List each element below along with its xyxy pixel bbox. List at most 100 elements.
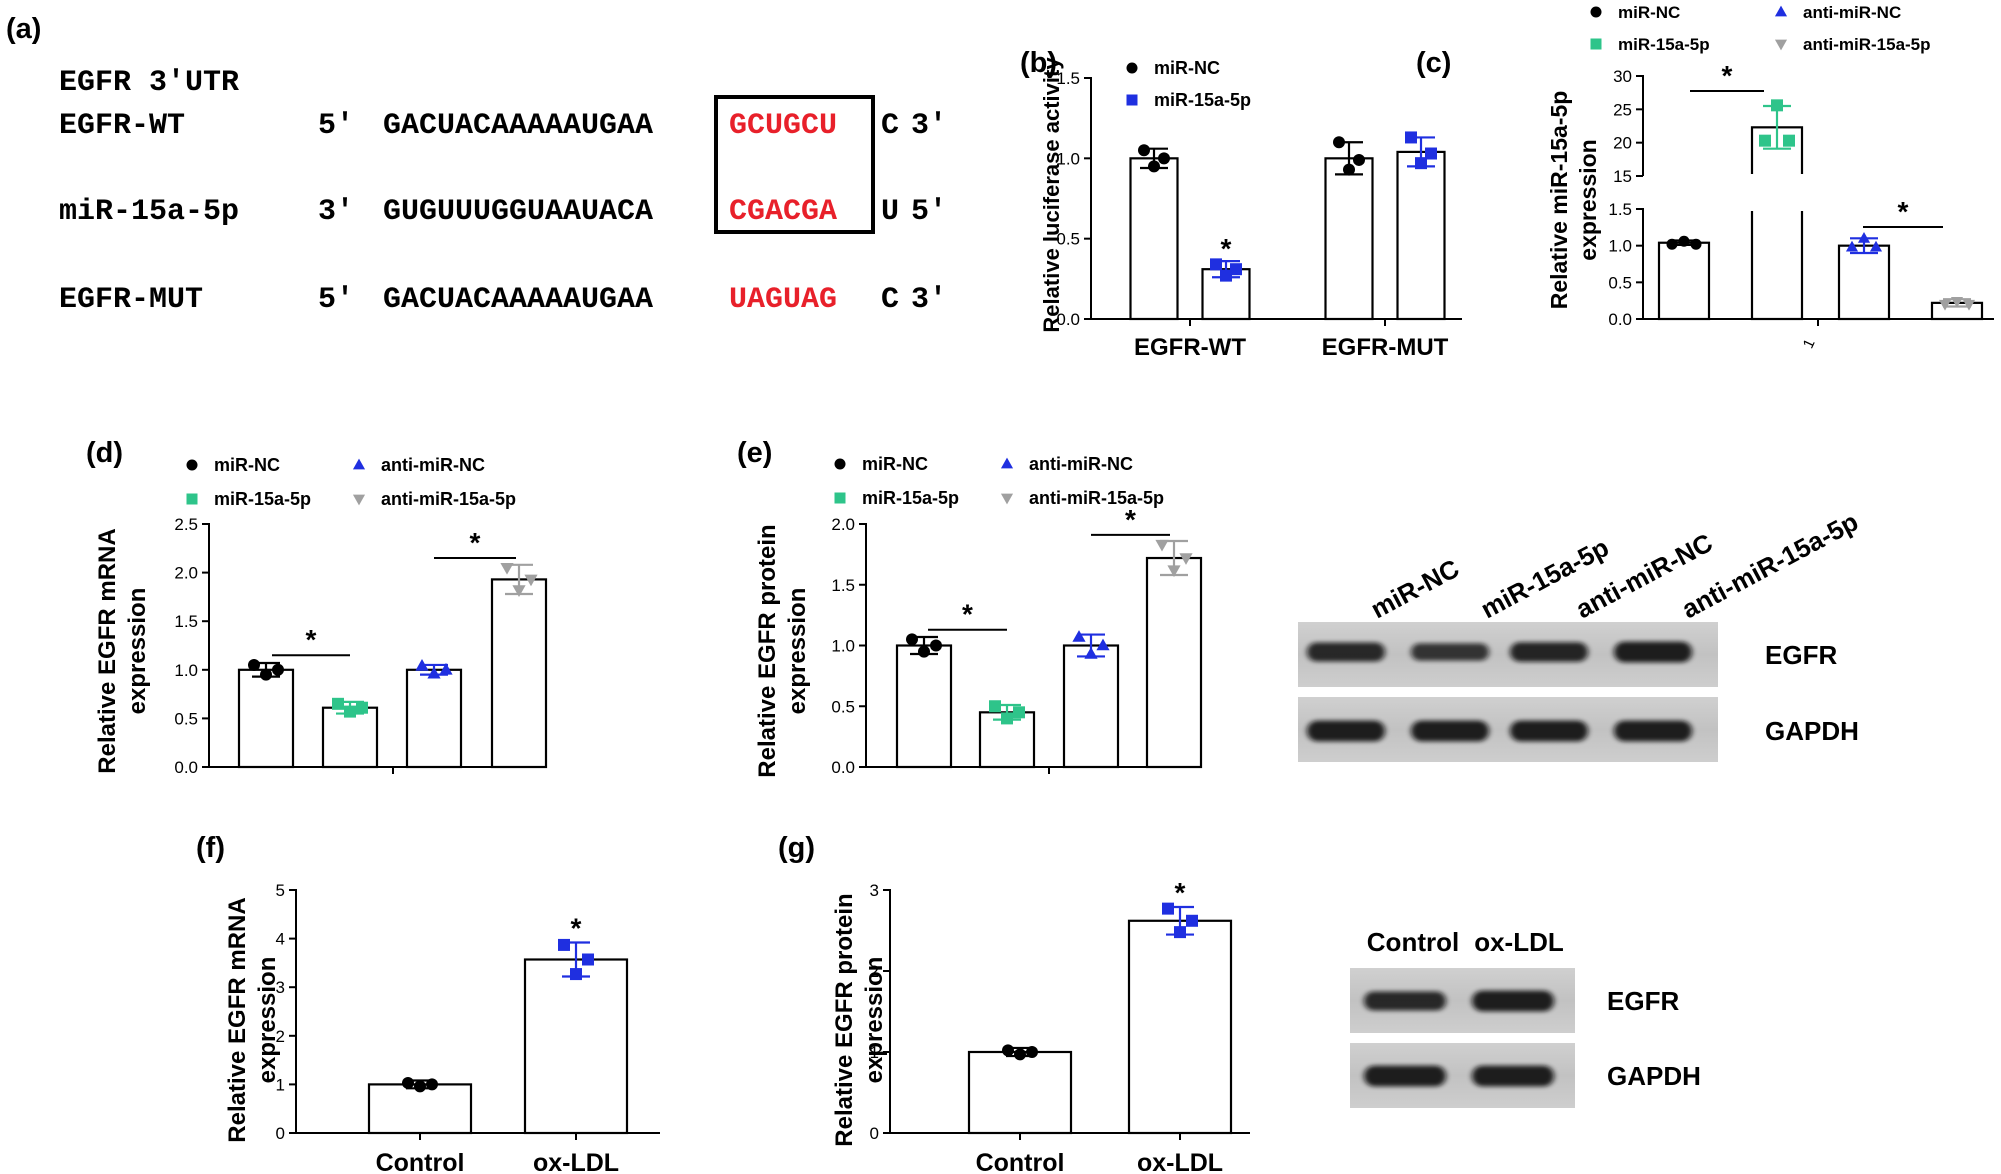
blot-band bbox=[1510, 720, 1588, 742]
charts-layer: 0.0 0.5 1.0 1.5 * EGFR-WT EGFR-MUT Relative luc… bbox=[94, 3, 1994, 1174]
western-blot-g: Control ox-LDL EGFR GAPDH bbox=[1350, 927, 1701, 1108]
data-point bbox=[1783, 134, 1795, 147]
seq-row-end3: 3' bbox=[911, 283, 947, 317]
seq-row-end5: 5' bbox=[318, 109, 354, 143]
panel-label-c: (c) bbox=[1416, 47, 1451, 79]
legend-label: miR-15a-5p bbox=[214, 489, 311, 509]
legend-label: anti-miR-NC bbox=[1803, 3, 1901, 22]
bar bbox=[405, 668, 463, 769]
data-point bbox=[1343, 163, 1355, 176]
blot-band bbox=[1411, 643, 1489, 661]
bar bbox=[1145, 556, 1203, 769]
data-point bbox=[439, 662, 453, 675]
band-label: EGFR bbox=[1765, 640, 1837, 670]
data-point bbox=[427, 666, 441, 679]
data-point bbox=[1138, 144, 1150, 157]
bar bbox=[1062, 644, 1120, 769]
chart-b: 0.0 0.5 1.0 1.5 * EGFR-WT EGFR-MUT Relative luc… bbox=[1039, 57, 1462, 361]
data-point bbox=[1155, 539, 1169, 552]
lane-label: Control bbox=[1367, 927, 1459, 957]
y-tick-label: 1.5 bbox=[831, 576, 855, 595]
seq-row-suffix: U bbox=[881, 195, 899, 229]
y-tick-label: 0.5 bbox=[831, 697, 855, 716]
y-axis-label: Relative EGFR protein expression bbox=[831, 893, 888, 1146]
data-point bbox=[1771, 99, 1783, 112]
data-point bbox=[906, 633, 918, 646]
seq-row-suffix: C bbox=[881, 109, 899, 143]
legend-marker bbox=[1590, 38, 1602, 50]
data-point bbox=[930, 639, 942, 652]
blot-band bbox=[1472, 990, 1554, 1012]
significance-star: * bbox=[1898, 196, 1909, 227]
seq-row-name: EGFR-MUT bbox=[59, 283, 203, 317]
significance-star: * bbox=[1175, 877, 1186, 908]
data-point bbox=[1179, 553, 1193, 565]
data-point bbox=[402, 1076, 414, 1089]
significance-star: * bbox=[962, 599, 973, 630]
bar bbox=[523, 958, 629, 1135]
legend-marker bbox=[834, 458, 846, 470]
significance-star: * bbox=[571, 912, 582, 943]
y-tick-label: 0.5 bbox=[1608, 273, 1632, 292]
bar bbox=[1129, 157, 1179, 321]
data-point bbox=[1857, 232, 1871, 243]
data-point bbox=[1096, 638, 1110, 651]
legend-marker bbox=[352, 494, 366, 506]
data-point bbox=[1230, 263, 1242, 276]
y-tick-label: 0 bbox=[870, 1124, 879, 1143]
blot-band bbox=[1614, 720, 1692, 742]
significance-star: * bbox=[470, 527, 481, 558]
seq-row-site: CGACGA bbox=[729, 195, 837, 229]
y-axis-label: Relative EGFR mRNA expression bbox=[94, 528, 151, 773]
panel-label-e: (e) bbox=[737, 437, 772, 469]
data-point bbox=[1962, 299, 1976, 311]
data-point bbox=[1425, 147, 1437, 160]
data-point bbox=[1072, 630, 1086, 642]
seq-row-prefix: GACUACAAAAAUGAA bbox=[383, 109, 653, 143]
data-point bbox=[1690, 238, 1702, 250]
data-point bbox=[1026, 1046, 1038, 1058]
binding-site-box bbox=[714, 95, 875, 234]
data-point bbox=[1001, 712, 1013, 725]
band-label: EGFR bbox=[1607, 986, 1679, 1016]
y-tick-label: 1.0 bbox=[1608, 237, 1632, 256]
lane-label: ox-LDL bbox=[1474, 927, 1564, 957]
seq-row-prefix: GACUACAAAAAUGAA bbox=[383, 283, 653, 317]
data-point bbox=[248, 658, 260, 671]
legend-label: anti-miR-NC bbox=[381, 455, 485, 475]
bar bbox=[490, 578, 548, 769]
blot-band bbox=[1614, 641, 1692, 663]
y-axis-label: Relative luciferase activity bbox=[1039, 57, 1064, 333]
blot-band bbox=[1307, 642, 1385, 662]
legend-marker bbox=[186, 459, 198, 471]
x-tick-label: EGFR-WT bbox=[1134, 334, 1246, 361]
data-point bbox=[344, 705, 356, 718]
bar bbox=[1127, 919, 1233, 1135]
data-point bbox=[1405, 131, 1417, 144]
legend-marker bbox=[834, 492, 846, 504]
data-point bbox=[1759, 134, 1771, 147]
y-tick-label: 1.5 bbox=[1608, 200, 1632, 219]
seq-row-end3: 3' bbox=[911, 109, 947, 143]
data-point bbox=[1938, 299, 1952, 311]
y-tick-label: 0.0 bbox=[831, 758, 855, 777]
y-tick-label: 5 bbox=[276, 881, 285, 900]
significance-star: * bbox=[1221, 233, 1232, 264]
y-tick-label: 15 bbox=[1613, 167, 1632, 186]
y-tick-label: 30 bbox=[1613, 67, 1632, 86]
sequence-heading: EGFR 3'UTR bbox=[59, 66, 239, 100]
data-point bbox=[414, 1080, 426, 1093]
y-tick-label: 1.0 bbox=[1056, 149, 1080, 168]
bar bbox=[1837, 244, 1891, 321]
blot-band bbox=[1307, 720, 1385, 742]
data-point bbox=[356, 701, 368, 714]
x-tick-label: EGFR-MUT bbox=[1322, 334, 1449, 361]
data-point bbox=[1950, 297, 1964, 308]
data-point bbox=[1002, 1044, 1014, 1057]
data-point bbox=[558, 938, 570, 951]
y-tick-label: 1 bbox=[276, 1075, 285, 1094]
data-point bbox=[1167, 565, 1181, 578]
legend-label: anti-miR-15a-5p bbox=[1029, 488, 1164, 508]
y-tick-label: 2 bbox=[276, 1027, 285, 1046]
data-point bbox=[1148, 160, 1160, 173]
